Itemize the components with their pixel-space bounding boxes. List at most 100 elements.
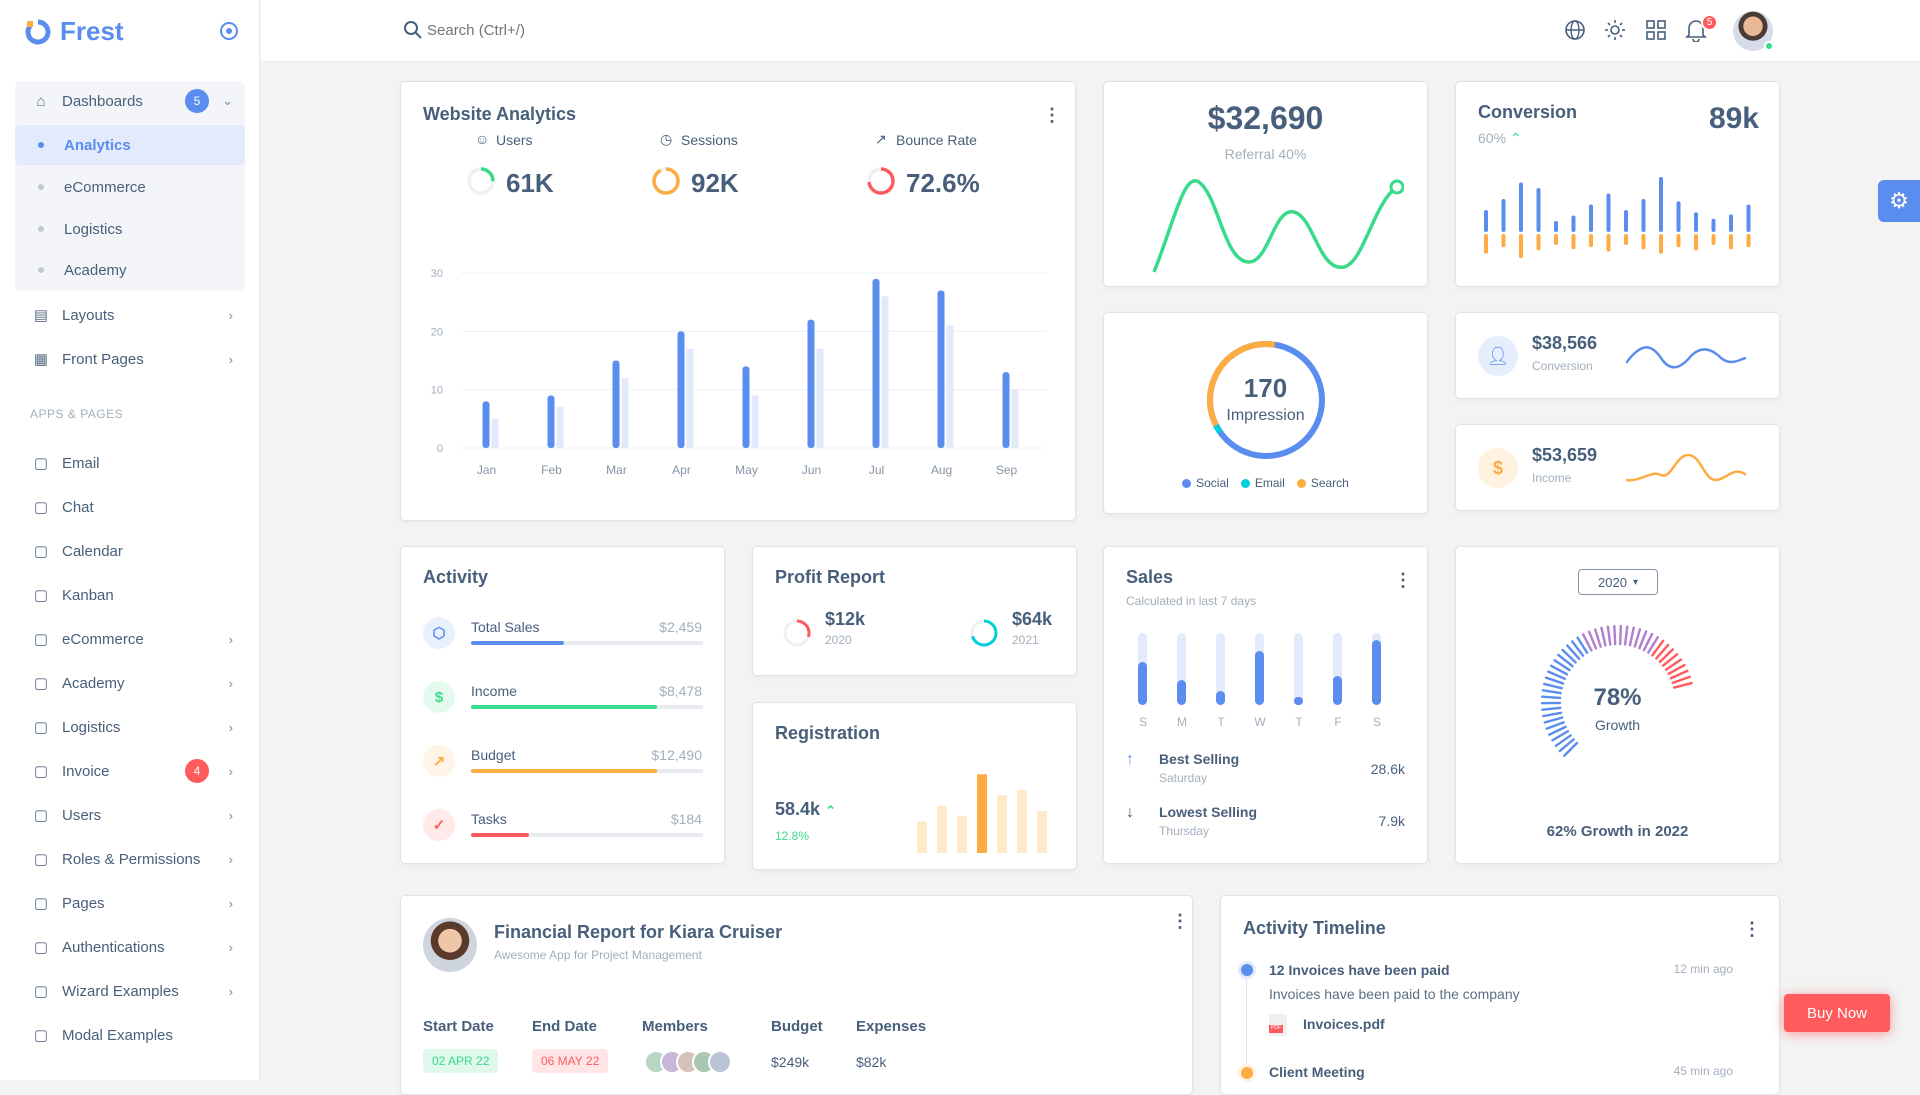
bar-positive xyxy=(1624,210,1628,232)
more-options-icon[interactable]: ⋮ xyxy=(1743,920,1761,938)
sidebar-item-pages[interactable]: ▢Pages› xyxy=(15,882,245,924)
online-status-dot xyxy=(1764,41,1774,51)
check-icon: ✓ xyxy=(423,809,455,841)
legend-label: Search xyxy=(1311,476,1349,490)
bar-negative xyxy=(1694,234,1698,251)
kiara-avatar xyxy=(423,918,477,972)
bar-primary xyxy=(873,279,880,448)
search-input[interactable] xyxy=(427,18,727,42)
sidebar-item-wizard-examples[interactable]: ▢Wizard Examples› xyxy=(15,970,245,1012)
sidebar-item-kanban[interactable]: ▢Kanban xyxy=(15,574,245,616)
sidebar-item-analytics[interactable]: Analytics xyxy=(15,125,245,165)
registration-bar xyxy=(1017,790,1027,853)
brand-logo[interactable]: Frest xyxy=(24,16,124,47)
sidebar-item-roles-permissions[interactable]: ▢Roles & Permissions› xyxy=(15,838,245,880)
sidebar-item-calendar[interactable]: ▢Calendar xyxy=(15,530,245,572)
day-label: F xyxy=(1331,715,1345,729)
activity-progress xyxy=(471,769,703,773)
sidebar-item-ecommerce[interactable]: ▢eCommerce› xyxy=(15,618,245,660)
registration-bar xyxy=(1037,811,1047,853)
sidebar-item-academy[interactable]: ▢Academy› xyxy=(15,662,245,704)
buy-now-button[interactable]: Buy Now xyxy=(1784,994,1890,1032)
stat-value: $53,659 xyxy=(1532,445,1597,466)
profit-year: 2020 xyxy=(825,633,852,647)
bar-positive xyxy=(1589,205,1593,233)
sidebar-item-logistics-dashboard[interactable]: Logistics xyxy=(15,209,245,249)
activity-label: Income xyxy=(471,683,517,699)
more-options-icon[interactable]: ⋮ xyxy=(1043,106,1061,124)
sidebar-item-logistics[interactable]: ▢Logistics› xyxy=(15,706,245,748)
more-options-icon[interactable]: ⋮ xyxy=(1171,912,1189,930)
trending-up-icon: ↗ xyxy=(875,131,887,148)
sidebar-item-authentications[interactable]: ▢Authentications› xyxy=(15,926,245,968)
bar-positive xyxy=(1694,212,1698,232)
growth-card: 2020▾ 78% Growth 62% Growth in 2022 xyxy=(1455,546,1780,864)
y-tick-label: 20 xyxy=(431,326,443,338)
x-tick-label: Mar xyxy=(606,463,627,477)
bar-secondary xyxy=(687,349,694,448)
sidebar-item-chat[interactable]: ▢Chat xyxy=(15,486,245,528)
sidebar-item-ecommerce-dashboard[interactable]: eCommerce xyxy=(15,167,245,207)
globe-icon[interactable] xyxy=(1564,19,1586,41)
pdf-icon: PDF xyxy=(1269,1014,1287,1036)
conversion-value: 89k xyxy=(1709,102,1759,136)
bar-negative xyxy=(1729,234,1733,249)
more-options-icon[interactable]: ⋮ xyxy=(1394,571,1412,589)
sidebar-item-label: Invoice xyxy=(62,763,110,780)
sidebar-item-front-pages[interactable]: ▦Front Pages› xyxy=(15,338,245,380)
members-avatar-group[interactable] xyxy=(644,1050,732,1074)
registration-value: 58.4k xyxy=(775,799,820,819)
bar-primary xyxy=(678,331,685,448)
bar-negative xyxy=(1554,234,1558,245)
expenses-value: $82k xyxy=(856,1054,886,1070)
timeline-line xyxy=(1246,976,1247,1076)
activity-value: $2,459 xyxy=(659,619,702,635)
sidebar-item-modal-examples[interactable]: ▢Modal Examples xyxy=(15,1014,245,1056)
conversion-sparkline xyxy=(1626,338,1746,378)
sidebar-item-email[interactable]: ▢Email xyxy=(15,442,245,484)
sun-icon[interactable] xyxy=(1604,19,1626,41)
stat-value: 72.6% xyxy=(906,168,980,199)
member-avatar xyxy=(708,1050,732,1074)
bullet-icon xyxy=(38,184,44,190)
customizer-gear-icon[interactable]: ⚙ xyxy=(1878,180,1920,222)
day-label: W xyxy=(1253,715,1267,729)
best-selling-value: 28.6k xyxy=(1371,761,1405,777)
conversion-stat-card: 👤︎ $38,566 Conversion xyxy=(1455,312,1780,399)
chevron-right-icon: › xyxy=(229,764,233,779)
x-tick-label: Jun xyxy=(802,463,821,477)
impression-value: 170 xyxy=(1104,373,1427,404)
sales-bar-track xyxy=(1255,633,1264,705)
apps-grid-icon[interactable] xyxy=(1645,19,1667,41)
year-dropdown[interactable]: 2020▾ xyxy=(1578,569,1658,595)
chevron-right-icon: › xyxy=(229,352,233,367)
legend-item: Social xyxy=(1182,476,1229,490)
user-icon: ☺ xyxy=(475,131,489,147)
attachment-link[interactable]: Invoices.pdf xyxy=(1303,1016,1385,1032)
collapse-sidebar-toggle[interactable] xyxy=(220,22,238,40)
bar-negative xyxy=(1519,234,1523,258)
modal-icon: ▢ xyxy=(30,1026,52,1044)
referral-label: Referral 40% xyxy=(1104,146,1427,162)
sales-bar-track xyxy=(1216,633,1225,705)
y-tick-label: 0 xyxy=(437,443,443,455)
store-icon: ▦ xyxy=(30,350,52,368)
sidebar-item-users[interactable]: ▢Users› xyxy=(15,794,245,836)
profit-year: 2021 xyxy=(1012,633,1039,647)
activity-value: $8,478 xyxy=(659,683,702,699)
sidebar-item-academy-dashboard[interactable]: Academy xyxy=(15,250,245,290)
chevron-right-icon: › xyxy=(229,632,233,647)
growth-value: 78% xyxy=(1456,684,1779,712)
sidebar-item-layouts[interactable]: ▤Layouts› xyxy=(15,294,245,336)
stat-label: Conversion xyxy=(1532,359,1593,373)
growth-footer: 62% Growth in 2022 xyxy=(1456,823,1779,840)
sidebar-item-label: Logistics xyxy=(64,221,122,238)
sidebar-item-label: Authentications xyxy=(62,939,165,956)
sidebar-item-label: Analytics xyxy=(64,137,131,154)
bar-positive xyxy=(1484,210,1488,232)
timeline-dot xyxy=(1241,964,1253,976)
chevron-right-icon: › xyxy=(229,308,233,323)
